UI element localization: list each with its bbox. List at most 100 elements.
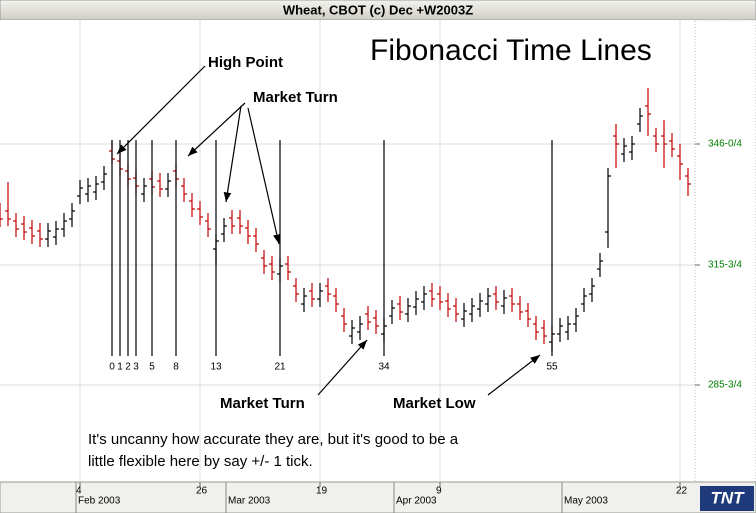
y-tick-label: 346-0/4 bbox=[708, 139, 742, 150]
fib-label: 3 bbox=[133, 362, 139, 373]
logo-box bbox=[700, 486, 754, 511]
price-bar bbox=[45, 223, 51, 247]
price-bar bbox=[533, 316, 539, 340]
price-bar bbox=[453, 298, 459, 322]
price-bar bbox=[61, 213, 67, 237]
x-tick-label: 9 bbox=[436, 486, 442, 497]
price-bar bbox=[309, 283, 315, 307]
fib-label: 0 bbox=[109, 362, 115, 373]
price-bar bbox=[573, 308, 579, 332]
price-bar bbox=[429, 283, 435, 307]
price-bar bbox=[469, 298, 475, 322]
price-bar bbox=[229, 210, 235, 234]
price-bar bbox=[645, 88, 651, 136]
price-bar bbox=[389, 300, 395, 324]
price-bars bbox=[0, 88, 691, 352]
price-bar bbox=[661, 120, 667, 168]
price-bar bbox=[269, 256, 275, 280]
price-bar bbox=[557, 318, 563, 342]
price-bar bbox=[597, 253, 603, 277]
price-bar bbox=[405, 298, 411, 322]
arrow bbox=[247, 107, 281, 245]
price-bar bbox=[285, 256, 291, 280]
grid bbox=[0, 20, 695, 482]
price-bar bbox=[413, 291, 419, 315]
price-bar bbox=[165, 173, 171, 197]
price-bar bbox=[565, 316, 571, 340]
fib-label: 21 bbox=[274, 362, 286, 373]
price-axis bbox=[694, 19, 756, 483]
price-bar bbox=[509, 288, 515, 312]
price-bar bbox=[437, 286, 443, 310]
price-bar bbox=[301, 288, 307, 312]
price-bar bbox=[37, 223, 43, 247]
price-bar bbox=[525, 303, 531, 327]
price-bar bbox=[581, 288, 587, 312]
arrow bbox=[223, 105, 242, 203]
price-bar bbox=[69, 203, 75, 227]
fib-label: 13 bbox=[210, 362, 222, 373]
fibonacci-lines: 0 1 2 3 5 8 13 21 34 55 bbox=[109, 140, 558, 373]
fib-label: 8 bbox=[173, 362, 179, 373]
price-bar bbox=[685, 168, 691, 196]
month-label: Mar 2003 bbox=[228, 496, 271, 507]
arrow bbox=[317, 339, 368, 396]
price-bar bbox=[93, 176, 99, 200]
price-bar bbox=[5, 182, 11, 226]
price-bar bbox=[517, 296, 523, 320]
price-bar bbox=[373, 310, 379, 334]
price-bar bbox=[637, 108, 643, 132]
price-bar bbox=[189, 193, 195, 217]
month-label: May 2003 bbox=[564, 496, 608, 507]
price-bar bbox=[221, 218, 227, 242]
price-bar bbox=[653, 128, 659, 152]
price-bar bbox=[157, 173, 163, 197]
annotation: Market Turn bbox=[220, 395, 305, 412]
price-bar bbox=[341, 308, 347, 332]
note-text: little flexible here by say +/- 1 tick. bbox=[88, 453, 313, 470]
logo: TNT bbox=[710, 488, 745, 507]
price-bar bbox=[237, 210, 243, 234]
price-bar bbox=[677, 144, 683, 180]
price-bar bbox=[293, 278, 299, 302]
price-bar bbox=[589, 278, 595, 302]
price-bar bbox=[325, 278, 331, 302]
month-label: Feb 2003 bbox=[78, 496, 121, 507]
fib-label: 2 bbox=[125, 362, 131, 373]
price-bar bbox=[349, 320, 355, 344]
price-bar bbox=[629, 136, 635, 160]
fib-label: 1 bbox=[117, 362, 123, 373]
arrow bbox=[187, 102, 246, 157]
price-bar bbox=[357, 316, 363, 340]
price-bar bbox=[493, 286, 499, 310]
price-bar bbox=[485, 288, 491, 312]
price-bar bbox=[53, 221, 59, 245]
price-bar bbox=[365, 306, 371, 330]
price-bar bbox=[477, 293, 483, 317]
x-tick-label: 26 bbox=[196, 486, 208, 497]
price-bar bbox=[13, 213, 19, 237]
price-bar bbox=[21, 216, 27, 240]
x-tick-label: 19 bbox=[316, 486, 328, 497]
price-bar bbox=[501, 290, 507, 314]
month-label: Apr 2003 bbox=[396, 496, 437, 507]
price-bar bbox=[29, 220, 35, 244]
price-bar bbox=[613, 124, 619, 168]
x-tick-label: 4 bbox=[76, 486, 82, 497]
price-bar bbox=[261, 250, 267, 274]
price-bar bbox=[85, 178, 91, 202]
arrow bbox=[116, 65, 206, 155]
price-bar bbox=[317, 283, 323, 307]
annotation: High Point bbox=[208, 54, 283, 71]
price-bar bbox=[197, 201, 203, 225]
arrows bbox=[116, 65, 541, 396]
x-tick-label: 22 bbox=[676, 486, 688, 497]
price-bar bbox=[605, 168, 611, 248]
price-bar bbox=[421, 286, 427, 310]
fib-label: 5 bbox=[149, 362, 155, 373]
price-bar bbox=[77, 180, 83, 204]
price-bar bbox=[205, 213, 211, 237]
y-tick-label: 315-3/4 bbox=[708, 260, 742, 271]
annotation: Market Turn bbox=[253, 89, 338, 106]
